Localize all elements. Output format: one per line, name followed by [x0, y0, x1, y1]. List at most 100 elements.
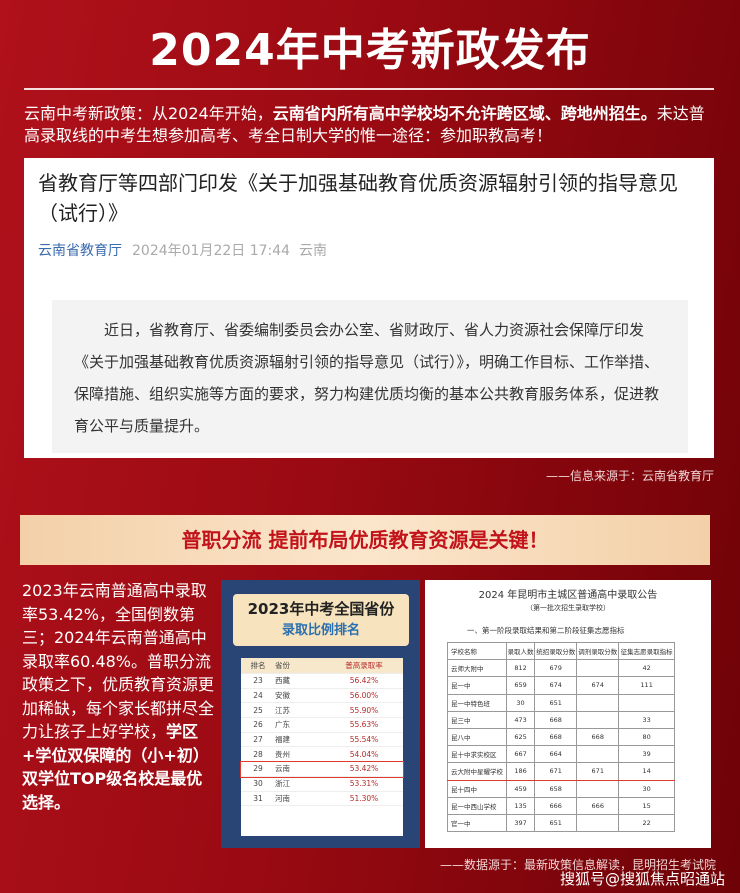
intro-suffix: 未达普高录取线的中考生想参加高考、考全日制大学的惟一途径：参加职教高考！: [24, 104, 705, 145]
ranking-row: 23 西藏 56.42%: [241, 674, 403, 689]
ranking-row: 31 河南 51.30%: [241, 792, 403, 807]
notice-cell: 473: [505, 710, 536, 729]
notice-cell: 昆三中: [447, 710, 507, 729]
notice-cell: 668: [576, 727, 620, 747]
ranking-row: 28 贵州 54.04%: [241, 747, 403, 763]
notice-table: 学校名称 录取人数 统招录取分数 调剂录取分数 征集志愿录取指标 云师大附中 812 679 4…: [447, 641, 675, 833]
notice-cell: 651: [534, 813, 578, 833]
notice-cell: 658: [534, 779, 578, 798]
notice-cell: 22: [618, 813, 675, 833]
notice-cell: 录取人数: [505, 641, 536, 661]
intro-prefix: 云南中考新政策：从2024年开始，: [24, 104, 273, 123]
notice-row: 云师大附中 812 679 42: [447, 659, 675, 678]
notice-cell: 15: [618, 796, 675, 815]
notice-cell: 667: [505, 745, 536, 764]
ranking-cell: 江苏: [275, 705, 290, 715]
article-date: 2024年01月22日 17:44: [132, 243, 291, 259]
notice-cell: 昆一中西山学校: [447, 796, 507, 815]
ranking-cell: 贵州: [275, 749, 290, 759]
notice-cell: 学校名称: [447, 641, 507, 661]
notice-cell: 昆一中特色班: [447, 693, 507, 712]
notice-row: 昆十四中 459 658 30: [447, 779, 675, 798]
notice-cell: 30: [505, 693, 536, 712]
notice-cell: 云师大附中: [447, 659, 507, 678]
ranking-cell: 55.63%: [349, 720, 379, 730]
notice-cell: 135: [505, 796, 536, 815]
ranking-row: 30 浙江 53.31%: [241, 777, 403, 792]
notice-cell: 昆十四中: [447, 779, 507, 798]
ranking-row: 排名 省份 普高录取率: [241, 658, 403, 674]
ranking-cell: 54.04%: [349, 749, 379, 759]
notice-row: 昆十中求实校区 667 664 39: [447, 745, 675, 764]
notice-cell: [576, 745, 620, 764]
notice-image: 2024 年昆明市主城区普通高中录取公告 （第一批次招生录取学校） 一、第一阶段…: [425, 580, 711, 848]
notice-cell: 30: [618, 779, 675, 798]
notice-cell: 671: [576, 762, 620, 781]
ranking-cell: 25: [253, 705, 263, 715]
ranking-cell: 浙江: [275, 779, 290, 789]
notice-row: 学校名称 录取人数 统招录取分数 调剂录取分数 征集志愿录取指标: [447, 641, 675, 661]
ranking-cell: 河南: [275, 793, 290, 803]
source-note: ——信息来源于：云南省教育厅: [545, 469, 714, 483]
ranking-cell: 30: [253, 779, 263, 789]
ranking-cell: 广东: [275, 720, 290, 730]
ranking-cell: 安徽: [275, 691, 290, 701]
ranking-cell: 53.42%: [349, 764, 379, 774]
ranking-cell: 西藏: [275, 676, 290, 686]
ranking-cell: 56.42%: [349, 676, 379, 686]
notice-row: 昆一中 659 674 674 111: [447, 676, 675, 695]
notice-cell: 625: [505, 727, 536, 747]
notice-row: 昆一中特色班 30 651: [447, 693, 675, 712]
notice-cell: 调剂录取分数: [576, 641, 620, 661]
notice-cell: 671: [534, 762, 578, 781]
ranking-row: 25 江苏 55.90%: [241, 703, 403, 719]
notice-cell: 666: [534, 796, 578, 815]
ranking-cell: 51.30%: [349, 793, 379, 803]
intro-bold: 云南省内所有高中学校均不允许跨区域、跨地州招生。: [272, 104, 657, 123]
notice-cell: [576, 710, 620, 729]
notice-title: 2024 年昆明市主城区普通高中录取公告: [478, 590, 658, 601]
notice-cell: 186: [505, 762, 536, 781]
notice-cell: [576, 659, 620, 678]
ranking-row: 29 云南 53.42%: [240, 761, 404, 778]
notice-cell: 668: [534, 710, 578, 729]
ranking-row: 24 安徽 56.00%: [241, 689, 403, 704]
ranking-row: 26 广东 55.63%: [241, 718, 403, 733]
notice-cell: 统招录取分数: [534, 641, 578, 661]
page-title: 2024年中考新政发布: [149, 25, 591, 76]
ranking-cell: 福建: [275, 735, 290, 745]
notice-section: 一、第一阶段录取结果和第二阶段征集志愿指标: [467, 626, 625, 635]
ranking-title: 2023年中考全国省份: [247, 600, 395, 618]
ranking-cell: 26: [253, 720, 263, 730]
article-card: 省教育厅等四部门印发《关于加强基础教育优质资源辐射引领的指导意见（试行）》 云南…: [24, 158, 714, 458]
notice-cell: 674: [534, 676, 578, 695]
notice-cell: 459: [505, 779, 536, 798]
notice-cell: 666: [576, 796, 620, 815]
notice-cell: 80: [618, 727, 675, 747]
ranking-table: 排名 省份 普高录取率 23 西藏 56.42% 24 安徽 56.00% 25 江苏 55.90% 2…: [240, 658, 404, 836]
notice-row: 昆三中 473 668 33: [447, 710, 675, 729]
notice-cell: 33: [618, 710, 675, 729]
notice-cell: 官一中: [447, 813, 507, 833]
ranking-cell: 23: [253, 676, 263, 686]
article-title: 省教育厅等四部门印发《关于加强基础教育优质资源辐射引领的指导意见（试行）》: [38, 171, 678, 225]
ranking-cell: 云南: [275, 764, 290, 774]
ranking-cell: 28: [253, 749, 263, 759]
notice-subtitle: （第一批次招生录取学校）: [526, 604, 610, 612]
notice-cell: 651: [534, 693, 578, 712]
ranking-cell: 31: [253, 793, 263, 803]
article-org[interactable]: 云南省教育厅: [38, 243, 122, 259]
notice-cell: 42: [618, 659, 675, 678]
notice-cell: 812: [505, 659, 536, 678]
article-meta: 云南省教育厅 2024年01月22日 17:44 云南: [38, 240, 700, 260]
ranking-cell: 53.31%: [349, 779, 379, 789]
notice-row: 云大附中星耀学校 186 671 671 14: [447, 762, 675, 781]
notice-cell: 云大附中星耀学校: [447, 762, 507, 781]
notice-row: 官一中 397 651 22: [447, 813, 675, 833]
divider-top: [24, 88, 714, 90]
notice-cell: 674: [576, 676, 620, 695]
ranking-subtitle: 录取比例排名: [281, 623, 360, 638]
data-source-note: ——数据源于：最新政策信息解读，昆明招生考试院: [440, 858, 717, 872]
notice-cell: 111: [618, 676, 675, 695]
ranking-row: 27 福建 55.54%: [241, 733, 403, 748]
